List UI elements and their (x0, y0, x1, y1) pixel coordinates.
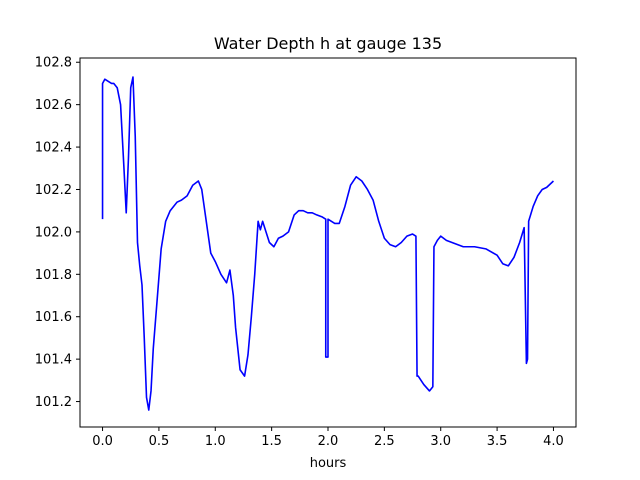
x-tick-label: 4.0 (543, 434, 564, 449)
series-layer (101, 76, 554, 411)
y-tick-label: 101.6 (35, 310, 72, 325)
x-tick-label: 3.0 (430, 434, 451, 449)
x-axis-label: hours (310, 456, 347, 471)
x-axis: 0.0 0.5 1.0 1.5 2.0 2.5 3.0 3.5 4.0 (92, 427, 564, 449)
y-tick-label: 102.2 (35, 183, 72, 198)
x-tick-label: 0.0 (92, 434, 113, 449)
x-tick-label: 2.5 (374, 434, 395, 449)
x-tick-label: 1.0 (205, 434, 226, 449)
y-tick-label: 102.0 (35, 225, 72, 240)
x-tick-label: 1.5 (261, 434, 282, 449)
x-tick-label: 0.5 (149, 434, 170, 449)
x-tick-label: 2.0 (318, 434, 339, 449)
y-tick-label: 101.2 (35, 395, 72, 410)
y-axis: 101.2 101.4 101.6 101.8 102.0 102.2 102.4 102.6… (35, 56, 80, 410)
y-tick-label: 102.6 (35, 98, 72, 113)
y-tick-label: 101.8 (35, 268, 72, 283)
y-tick-label: 101.4 (35, 353, 72, 368)
chart-title: Water Depth h at gauge 135 (214, 34, 442, 53)
x-tick-label: 3.5 (487, 434, 508, 449)
series-line-0 (101, 76, 554, 411)
y-tick-label: 102.8 (35, 56, 72, 71)
y-tick-label: 102.4 (35, 141, 72, 156)
